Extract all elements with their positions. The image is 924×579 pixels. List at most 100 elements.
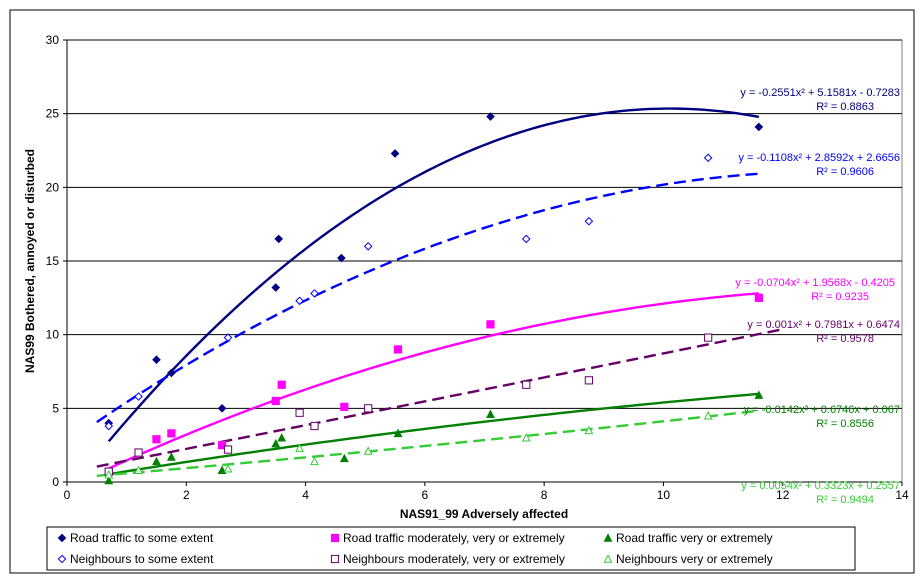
- data-point-neighbours-moderately-very-or-extremely: [310, 421, 319, 431]
- x-tick-label: 8: [541, 488, 548, 502]
- y-tick-label: 10: [46, 328, 60, 342]
- x-tick-label: 14: [895, 488, 909, 502]
- legend-marker-road-traffic-very-or-extremely: [603, 533, 613, 542]
- trend-equation-neighbours-moderately-very-or-extremely: y = 0.001x² + 0.7981x + 0.6474: [747, 319, 900, 331]
- y-tick-label: 20: [46, 180, 60, 194]
- data-point-neighbours-moderately-very-or-extremely: [295, 408, 304, 417]
- y-tick-label: 0: [52, 475, 59, 489]
- trendline-road-traffic-very-or-extremely: [108, 392, 759, 476]
- trend-equations: y = -0.2551x² + 5.1581x - 0.7283 R² = 0.8…: [735, 87, 900, 506]
- x-axis-title: NAS91_99 Adversely affected: [400, 507, 568, 521]
- trendline-neighbours-very-or-extremely: [96, 409, 759, 477]
- data-point-road-traffic-moderately-very-or-extremely: [152, 435, 161, 444]
- data-points: [104, 112, 764, 485]
- data-point-neighbours-very-or-extremely: [363, 446, 373, 455]
- trend-equation-road-traffic-to-some-extent: y = -0.2551x² + 5.1581x - 0.7283: [740, 87, 900, 99]
- data-point-neighbours-moderately-very-or-extremely: [223, 445, 233, 454]
- data-point-neighbours-to-some-extent: [584, 216, 594, 226]
- legend-label-road-traffic-very-or-extremely: Road traffic very or extremely: [616, 531, 773, 545]
- data-point-road-traffic-moderately-very-or-extremely: [277, 380, 286, 389]
- data-point-neighbours-to-some-extent: [521, 234, 531, 244]
- data-point-road-traffic-very-or-extremely: [217, 465, 227, 474]
- trendlines: [96, 107, 783, 477]
- trend-equation-road-traffic-very-or-extremely: y = -0.0142x² + 0.6746x + 0.067: [744, 404, 900, 416]
- data-point-neighbours-to-some-extent: [134, 392, 143, 401]
- trendline-neighbours-moderately-very-or-extremely: [96, 328, 783, 468]
- legend: Road traffic to some extent Road traffic …: [46, 526, 856, 571]
- y-tick-label: 15: [46, 254, 60, 268]
- data-point-road-traffic-to-some-extent: [152, 355, 161, 365]
- data-point-neighbours-very-or-extremely: [521, 433, 531, 442]
- legend-marker-neighbours-to-some-extent: [57, 554, 67, 564]
- legend-marker-road-traffic-moderately-very-or-extremely: [330, 533, 340, 543]
- data-point-road-traffic-very-or-extremely: [271, 439, 281, 448]
- trend-equation-road-traffic-moderately-very-or-extremely: y = -0.0704x² + 1.9568x - 0.4205: [735, 277, 895, 289]
- legend-marker-neighbours-very-or-extremely: [603, 554, 613, 563]
- data-point-road-traffic-to-some-extent: [167, 368, 176, 378]
- trend-r2-road-traffic-to-some-extent: R² = 0.8863: [816, 101, 874, 113]
- data-point-neighbours-moderately-very-or-extremely: [704, 333, 713, 342]
- legend-label-neighbours-to-some-extent: Neighbours to some extent: [70, 552, 214, 566]
- legend-marker-neighbours-moderately-very-or-extremely: [330, 554, 340, 564]
- data-point-neighbours-to-some-extent: [310, 289, 319, 298]
- data-point-neighbours-very-or-extremely: [310, 456, 319, 466]
- data-point-neighbours-very-or-extremely: [584, 425, 594, 435]
- data-point-road-traffic-to-some-extent: [337, 253, 346, 263]
- data-point-neighbours-very-or-extremely: [134, 465, 143, 474]
- data-point-road-traffic-moderately-very-or-extremely: [167, 429, 176, 438]
- data-point-road-traffic-very-or-extremely: [754, 390, 764, 399]
- y-tick-label: 25: [46, 107, 60, 121]
- data-point-road-traffic-moderately-very-or-extremely: [217, 441, 227, 450]
- data-point-road-traffic-moderately-very-or-extremely: [393, 345, 403, 354]
- data-point-road-traffic-very-or-extremely: [393, 428, 403, 438]
- data-point-neighbours-moderately-very-or-extremely: [584, 376, 593, 385]
- trendline-road-traffic-moderately-very-or-extremely: [108, 292, 759, 470]
- legend-label-road-traffic-to-some-extent: Road traffic to some extent: [70, 531, 214, 545]
- data-point-neighbours-moderately-very-or-extremely: [364, 404, 373, 413]
- data-point-road-traffic-moderately-very-or-extremely: [754, 293, 763, 302]
- data-point-neighbours-moderately-very-or-extremely: [522, 380, 531, 389]
- data-point-neighbours-to-some-extent: [295, 296, 304, 306]
- trend-r2-neighbours-moderately-very-or-extremely: R² = 0.9578: [816, 333, 874, 345]
- data-point-road-traffic-to-some-extent: [754, 122, 764, 132]
- x-tick-label: 0: [64, 488, 71, 502]
- x-tick-label: 4: [302, 488, 309, 502]
- data-point-neighbours-moderately-very-or-extremely: [134, 448, 143, 457]
- data-point-neighbours-very-or-extremely: [703, 411, 713, 420]
- data-point-road-traffic-moderately-very-or-extremely: [486, 320, 495, 329]
- data-point-road-traffic-very-or-extremely: [166, 452, 176, 461]
- trendline-neighbours-to-some-extent: [96, 172, 759, 424]
- y-axis-title: NAS99 Bothered, annoyed or disturbed: [23, 149, 37, 373]
- legend-label-neighbours-moderately-very-or-extremely: Neighbours moderately, very or extremely: [343, 552, 565, 566]
- data-point-road-traffic-very-or-extremely: [339, 453, 349, 463]
- data-point-neighbours-to-some-extent: [223, 333, 233, 342]
- data-point-road-traffic-to-some-extent: [271, 283, 281, 292]
- data-point-road-traffic-to-some-extent: [486, 112, 495, 121]
- y-tick-label: 5: [52, 401, 59, 415]
- data-point-road-traffic-to-some-extent: [217, 404, 227, 413]
- data-point-neighbours-to-some-extent: [104, 421, 114, 431]
- data-point-neighbours-to-some-extent: [703, 153, 713, 163]
- data-point-neighbours-very-or-extremely: [295, 443, 305, 452]
- trend-r2-road-traffic-very-or-extremely: R² = 0.8556: [816, 418, 874, 430]
- x-tick-label: 2: [183, 488, 190, 502]
- data-point-road-traffic-very-or-extremely: [152, 456, 161, 466]
- data-point-road-traffic-to-some-extent: [274, 234, 284, 244]
- legend-label-road-traffic-moderately-very-or-extremely: Road traffic moderately, very or extreme…: [343, 531, 565, 545]
- x-tick-label: 10: [657, 488, 671, 502]
- y-tick-label: 30: [46, 33, 60, 47]
- legend-box: [46, 526, 856, 571]
- data-point-road-traffic-very-or-extremely: [486, 409, 495, 418]
- axes: 0 5 10 15 20 25 30 0 2 4 6 8 10 12 14: [46, 33, 909, 502]
- data-point-neighbours-to-some-extent: [363, 241, 373, 251]
- trend-r2-neighbours-to-some-extent: R² = 0.9606: [816, 166, 874, 178]
- data-point-neighbours-very-or-extremely: [104, 469, 114, 479]
- data-point-road-traffic-to-some-extent: [390, 149, 400, 158]
- data-point-road-traffic-very-or-extremely: [277, 433, 287, 442]
- trend-equation-neighbours-to-some-extent: y = -0.1108x² + 2.8592x + 2.6656: [738, 152, 900, 164]
- x-tick-label: 12: [776, 488, 790, 502]
- legend-label-neighbours-very-or-extremely: Neighbours very or extremely: [616, 552, 773, 566]
- trend-r2-neighbours-very-or-extremely: R² = 0.9494: [816, 494, 874, 506]
